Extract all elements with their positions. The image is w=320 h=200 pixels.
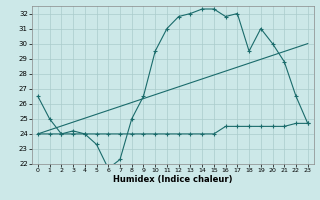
X-axis label: Humidex (Indice chaleur): Humidex (Indice chaleur) <box>113 175 233 184</box>
